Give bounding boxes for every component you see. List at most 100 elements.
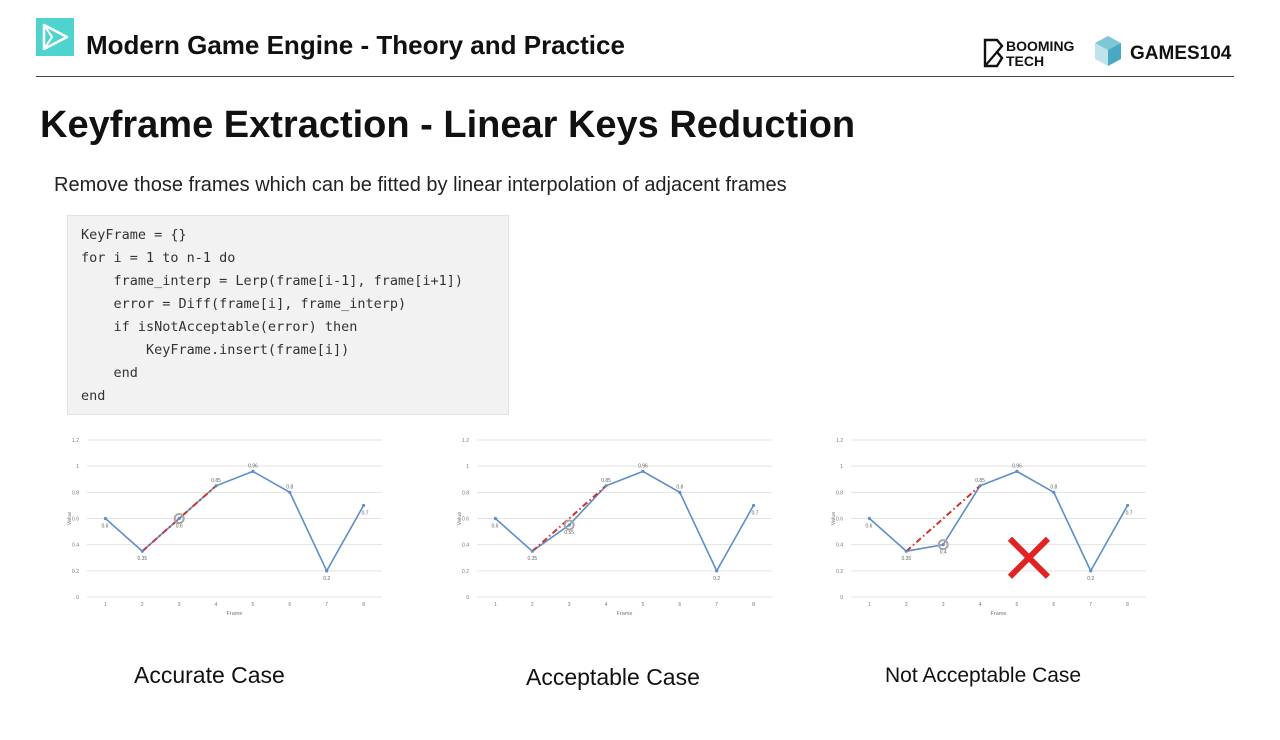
games104-logo: GAMES104: [1095, 36, 1232, 66]
play-logo-icon: [36, 18, 74, 56]
data-label: 0.2: [323, 576, 330, 582]
code-line: error = Diff(frame[i], frame_interp): [81, 296, 407, 312]
x-tick-label: 1: [868, 602, 871, 608]
data-label: 0.6: [101, 524, 108, 530]
brand-booming-line1: BOOMING: [1006, 38, 1075, 54]
slide-header: Modern Game Engine - Theory and Practice…: [36, 18, 1234, 77]
x-tick-label: 7: [715, 602, 718, 608]
y-tick-label: 1.2: [836, 438, 843, 444]
x-tick-label: 1: [494, 602, 497, 608]
y-tick-label: 0.6: [462, 517, 469, 523]
data-point: [1089, 569, 1093, 573]
caption-accurate-case: Accurate Case: [134, 662, 285, 688]
data-label: 0.6: [865, 524, 872, 530]
interpolation-line: [531, 485, 607, 552]
y-tick-label: 1.2: [72, 438, 79, 444]
code-line: KeyFrame.insert(frame[i]): [81, 342, 350, 358]
x-tick-label: 6: [1052, 602, 1055, 608]
code-line: KeyFrame = {}: [81, 227, 187, 243]
x-tick-label: 7: [1089, 602, 1092, 608]
y-tick-label: 0: [840, 595, 843, 601]
data-point: [715, 569, 719, 573]
data-label: 0.8: [286, 484, 293, 490]
data-label: 0.35: [901, 556, 911, 562]
x-tick-label: 8: [752, 602, 755, 608]
data-label: 0.7: [1126, 510, 1133, 516]
x-tick-label: 1: [104, 602, 107, 608]
data-label: 0.6: [491, 524, 498, 530]
y-axis-title: Value: [67, 512, 73, 526]
highlight-marker: [937, 539, 949, 551]
data-point: [641, 469, 645, 473]
data-point: [530, 549, 534, 553]
x-tick-label: 6: [678, 602, 681, 608]
x-axis-title: Frame: [991, 611, 1007, 617]
y-tick-label: 1: [466, 464, 469, 470]
reject-cross-icon: [1007, 536, 1051, 579]
data-point: [604, 484, 608, 488]
data-point: [251, 469, 255, 473]
x-tick-label: 3: [942, 602, 945, 608]
y-tick-label: 0.6: [72, 517, 79, 523]
highlight-marker: [173, 513, 185, 524]
y-tick-label: 0.2: [462, 569, 469, 575]
data-point: [288, 490, 292, 494]
data-point: [678, 490, 682, 494]
brand-booming-line2: TECH: [1006, 53, 1044, 69]
data-label: 0.8: [676, 484, 683, 490]
y-tick-label: 0.4: [462, 543, 469, 549]
data-label: 0.35: [137, 556, 147, 562]
x-tick-label: 3: [178, 602, 181, 608]
y-tick-label: 1: [840, 464, 843, 470]
y-tick-label: 0.4: [836, 543, 843, 549]
x-tick-label: 5: [642, 602, 645, 608]
code-line: if isNotAcceptable(error) then: [81, 319, 358, 335]
data-label: 0.96: [1012, 463, 1022, 469]
data-point: [751, 503, 756, 508]
y-tick-label: 0.8: [836, 490, 843, 496]
data-point: [1125, 503, 1130, 508]
y-tick-label: 0: [466, 595, 469, 601]
caption-not-acceptable-case: Not Acceptable Case: [885, 664, 1082, 687]
data-point: [867, 516, 872, 521]
data-label: 0.85: [601, 478, 611, 484]
x-tick-label: 6: [288, 602, 291, 608]
x-tick-label: 8: [362, 602, 365, 608]
data-point: [140, 549, 144, 553]
x-tick-label: 5: [1016, 602, 1019, 608]
data-point: [978, 484, 982, 488]
series-line: [104, 470, 365, 573]
line-chart-not-acceptable: 00.20.40.60.811.21 2 3 4 5 6 7 8FrameValue0.60.…: [831, 438, 1146, 617]
y-tick-label: 0.6: [836, 517, 843, 523]
x-tick-label: 8: [1126, 602, 1129, 608]
slide-title: Keyframe Extraction - Linear Keys Reduct…: [40, 104, 856, 146]
code-line: frame_interp = Lerp(frame[i-1], frame[i+…: [81, 273, 464, 289]
line-chart-accurate: 00.20.40.60.811.21 2 3 4 5 6 7 8FrameValue0.60.…: [67, 438, 382, 617]
data-label: 0.55: [564, 530, 574, 536]
y-tick-label: 1: [76, 464, 79, 470]
data-label: 0.85: [975, 478, 985, 484]
brand-games-text: GAMES104: [1130, 43, 1232, 64]
caption-acceptable-case: Acceptable Case: [526, 664, 700, 690]
x-tick-label: 4: [215, 602, 218, 608]
highlight-marker: [563, 519, 575, 531]
data-point: [214, 484, 218, 488]
data-label: 0.85: [211, 478, 221, 484]
data-label: 0.2: [713, 576, 720, 582]
x-tick-label: 4: [605, 602, 608, 608]
data-point: [567, 523, 571, 527]
y-tick-label: 0.8: [462, 490, 469, 496]
series-line: [494, 470, 755, 573]
x-tick-label: 5: [252, 602, 255, 608]
data-point: [941, 543, 945, 547]
x-tick-label: 7: [325, 602, 328, 608]
y-tick-label: 0.8: [72, 490, 79, 496]
x-tick-label: 2: [905, 602, 908, 608]
x-tick-label: 3: [568, 602, 571, 608]
data-label: 0.4: [940, 550, 947, 556]
y-tick-label: 0.2: [836, 569, 843, 575]
data-point: [361, 503, 366, 508]
slide-subtitle: Remove those frames which can be fitted …: [54, 174, 787, 196]
y-tick-label: 0.2: [72, 569, 79, 575]
line-chart-acceptable: 00.20.40.60.811.21 2 3 4 5 6 7 8FrameValue0.60.…: [457, 438, 772, 617]
